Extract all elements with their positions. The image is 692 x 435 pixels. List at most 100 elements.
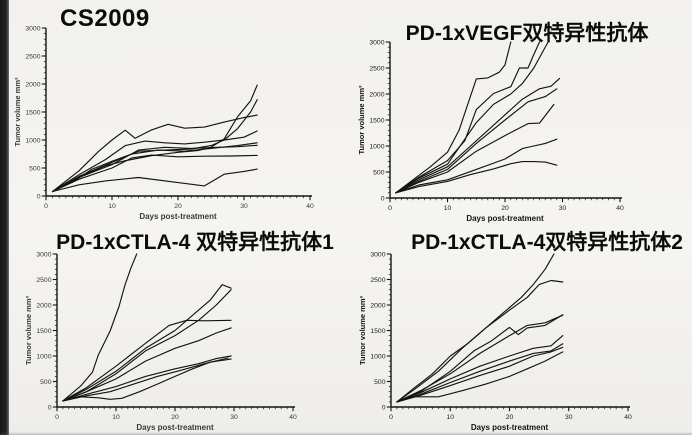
y-tick-label: 3000: [369, 39, 384, 46]
y-tick-label: 500: [373, 169, 385, 176]
tumor-growth-line: [396, 343, 564, 403]
y-tick-label: 0: [381, 195, 385, 202]
chart-panel-pd1xvegf: 0 10 20 30 40 0 500 1000 1500 2000 2500 3000 Days po…: [346, 0, 692, 230]
tumor-growth-line: [52, 142, 258, 193]
tumor-growth-line: [396, 351, 564, 403]
y-tick-label: 500: [29, 165, 41, 172]
pd1xctla4-2-tumor-growth-chart: 0 10 20 30 40 0 500 1000 1500 2000 2500 3000 Days po…: [358, 251, 632, 432]
chart-title-pd1xctla4-1: PD-1xCTLA-4 双特异性抗体1: [56, 231, 334, 254]
y-tick-label: 3000: [25, 25, 40, 32]
x-tick-label: 0: [55, 414, 59, 421]
tumor-growth-line: [396, 346, 564, 403]
tumor-growth-line: [52, 99, 258, 193]
y-tick-label: 2000: [370, 302, 385, 309]
x-tick-label: 20: [501, 205, 509, 212]
chart-title-pd1xctla4-2: PD-1xCTLA-4双特异性抗体2: [411, 231, 683, 254]
y-tick-label: 0: [48, 404, 52, 411]
pd1xctla4-1-tumor-growth-chart: 0 10 20 30 40 0 500 1000 1500 2000 2500 3000 Days po…: [24, 251, 297, 432]
y-tick-label: 2000: [369, 91, 384, 98]
y-tick-label: 0: [37, 193, 41, 200]
tumor-growth-line: [396, 314, 564, 403]
tumor-growth-line: [62, 319, 232, 402]
tumor-growth-line: [52, 130, 258, 193]
y-tick-label: 1500: [36, 328, 51, 335]
tumor-growth-line: [62, 284, 232, 402]
tumor-growth-line: [395, 41, 541, 194]
photo-bottom-shade: [0, 432, 692, 435]
chart-panel-cs2009: 0 10 20 30 40 0 500 1000 1500 2000 2500 3000 Days po…: [10, 0, 346, 230]
y-tick-label: 1000: [369, 143, 384, 150]
cs2009-tumor-growth-chart: 0 10 20 30 40 0 500 1000 1500 2000 2500 3000 Days po…: [13, 25, 314, 221]
y-axis-title: Tumor volume mm³: [358, 295, 367, 365]
tumor-growth-line: [395, 103, 555, 194]
tumor-growth-line: [62, 253, 138, 402]
y-tick-label: 500: [40, 379, 52, 386]
tumor-growth-line: [395, 41, 512, 194]
x-axis-title: Days post-treatment: [136, 423, 214, 432]
tumor-growth-line: [396, 314, 564, 403]
x-tick-label: 40: [289, 414, 297, 421]
y-tick-label: 1500: [370, 328, 385, 335]
x-tick-label: 10: [112, 414, 120, 421]
y-axis-title: Tumor volume mm³: [24, 295, 33, 365]
x-tick-label: 30: [559, 205, 567, 212]
y-tick-label: 1000: [25, 137, 40, 144]
pd1xvegf-tumor-growth-chart: 0 10 20 30 40 0 500 1000 1500 2000 2500 3000 Days po…: [357, 39, 624, 223]
y-tick-label: 2500: [36, 277, 51, 284]
x-axis-title: Days post-treatment: [471, 423, 549, 432]
x-tick-label: 10: [108, 203, 116, 210]
y-tick-label: 1000: [36, 353, 51, 360]
y-axis-title: Tumor volume mm³: [357, 85, 366, 155]
tumor-growth-line: [52, 154, 258, 193]
tumor-growth-line: [395, 88, 558, 194]
chart-panel-pd1xctla4-1: 0 10 20 30 40 0 500 1000 1500 2000 2500 3000 Days po…: [10, 225, 346, 435]
chart-panel-pd1xctla4-2: 0 10 20 30 40 0 500 1000 1500 2000 2500 3000 Days po…: [346, 225, 692, 435]
x-tick-label: 20: [174, 203, 182, 210]
x-tick-label: 0: [389, 414, 393, 421]
x-tick-label: 30: [565, 414, 573, 421]
tumor-growth-line: [62, 355, 232, 402]
tumor-growth-line: [62, 358, 232, 402]
tumor-growth-line: [52, 168, 258, 193]
y-tick-label: 2500: [369, 65, 384, 72]
y-tick-label: 3000: [370, 251, 385, 258]
x-axis-title: Days post-treatment: [139, 212, 217, 221]
x-tick-label: 10: [446, 414, 454, 421]
x-tick-label: 40: [624, 414, 632, 421]
tumor-growth-line: [62, 357, 229, 402]
y-tick-label: 2500: [25, 53, 40, 60]
x-tick-label: 10: [444, 205, 452, 212]
y-tick-label: 3000: [36, 251, 51, 258]
y-tick-label: 2000: [36, 302, 51, 309]
chart-title-cs2009: CS2009: [60, 5, 150, 32]
film-edge-strip: [0, 0, 9, 435]
tumor-growth-line: [395, 41, 549, 194]
tumor-growth-line: [52, 144, 258, 193]
tumor-growth-line: [395, 77, 561, 194]
x-tick-label: 40: [616, 205, 624, 212]
chart-title-pd1xvegf: PD-1xVEGF双特异性抗体: [405, 22, 649, 45]
x-tick-label: 0: [388, 205, 392, 212]
x-tick-label: 20: [171, 414, 179, 421]
x-axis-title: Days post-treatment: [466, 214, 544, 223]
tumor-growth-line: [396, 335, 564, 403]
tumor-growth-line: [62, 327, 232, 402]
x-tick-label: 20: [506, 414, 514, 421]
y-tick-label: 1000: [370, 353, 385, 360]
tumor-growth-line: [395, 138, 558, 194]
y-tick-label: 2500: [370, 277, 385, 284]
tumor-growth-line: [395, 161, 558, 194]
y-tick-label: 1500: [25, 109, 40, 116]
tumor-growth-line: [62, 289, 232, 402]
tumor-growth-line: [396, 279, 564, 403]
x-tick-label: 30: [230, 414, 238, 421]
y-axis-title: Tumor volume mm³: [13, 77, 22, 147]
x-tick-label: 0: [44, 203, 48, 210]
x-tick-label: 40: [306, 203, 314, 210]
y-tick-label: 2000: [25, 81, 40, 88]
y-tick-label: 0: [382, 404, 386, 411]
tumor-growth-line: [52, 114, 258, 193]
y-tick-label: 1500: [369, 117, 384, 124]
y-tick-label: 500: [374, 379, 386, 386]
